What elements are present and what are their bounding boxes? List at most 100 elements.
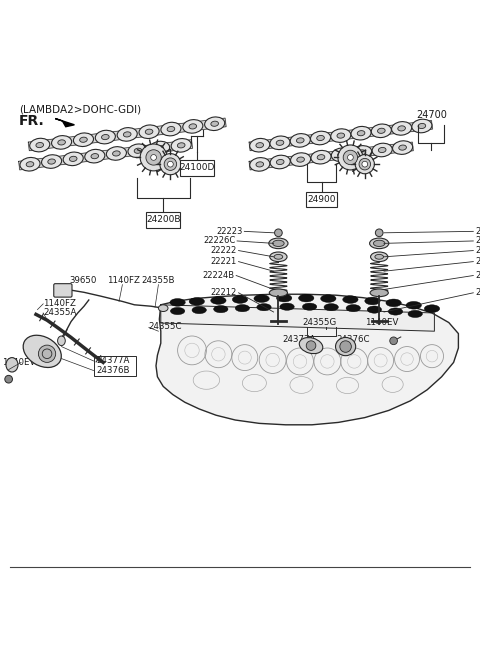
Ellipse shape — [20, 157, 40, 171]
Ellipse shape — [276, 140, 284, 145]
Text: 24200B: 24200B — [146, 215, 180, 224]
Ellipse shape — [257, 304, 271, 310]
Ellipse shape — [254, 295, 269, 302]
Text: 24376B: 24376B — [96, 366, 130, 375]
Ellipse shape — [117, 128, 137, 141]
Ellipse shape — [418, 124, 426, 128]
Ellipse shape — [317, 136, 324, 140]
Ellipse shape — [276, 294, 292, 302]
Text: 24377A: 24377A — [96, 356, 130, 366]
Ellipse shape — [178, 142, 185, 148]
Text: 22224B: 22224B — [475, 271, 480, 280]
Text: 24355C: 24355C — [149, 322, 182, 331]
Ellipse shape — [372, 143, 392, 157]
Ellipse shape — [377, 128, 385, 133]
Ellipse shape — [274, 255, 283, 259]
Polygon shape — [249, 142, 413, 170]
Ellipse shape — [101, 134, 109, 140]
Ellipse shape — [331, 148, 351, 161]
Ellipse shape — [352, 146, 372, 159]
Text: 22223: 22223 — [475, 227, 480, 236]
Ellipse shape — [211, 296, 226, 304]
Text: 39650: 39650 — [70, 276, 97, 285]
Text: 24376C: 24376C — [336, 335, 370, 344]
Ellipse shape — [23, 335, 61, 368]
Ellipse shape — [270, 252, 287, 261]
Circle shape — [338, 145, 363, 170]
Ellipse shape — [42, 155, 61, 168]
Ellipse shape — [58, 336, 65, 345]
Ellipse shape — [171, 138, 191, 152]
Circle shape — [151, 155, 156, 161]
Circle shape — [343, 151, 358, 165]
Text: 24355G: 24355G — [302, 319, 336, 327]
Polygon shape — [249, 120, 432, 151]
Text: 24700: 24700 — [416, 110, 447, 120]
Circle shape — [168, 161, 173, 167]
Ellipse shape — [273, 241, 284, 247]
Bar — [146, 212, 180, 228]
Ellipse shape — [170, 298, 185, 306]
Ellipse shape — [372, 124, 391, 138]
Circle shape — [140, 144, 167, 171]
Text: 22226C: 22226C — [475, 237, 480, 245]
Ellipse shape — [189, 124, 197, 129]
Ellipse shape — [302, 303, 317, 310]
Ellipse shape — [398, 126, 406, 131]
Ellipse shape — [270, 155, 290, 169]
Text: 24355B: 24355B — [142, 276, 175, 285]
Ellipse shape — [297, 138, 304, 143]
Ellipse shape — [424, 305, 440, 312]
Ellipse shape — [107, 146, 126, 160]
Text: 24100D: 24100D — [179, 163, 215, 173]
Ellipse shape — [232, 296, 248, 303]
Polygon shape — [161, 305, 434, 331]
Ellipse shape — [343, 296, 358, 303]
Ellipse shape — [388, 308, 403, 315]
Circle shape — [375, 229, 383, 237]
Ellipse shape — [370, 238, 389, 249]
Text: 24355A: 24355A — [43, 308, 77, 317]
Polygon shape — [28, 118, 226, 151]
Ellipse shape — [373, 241, 385, 247]
Ellipse shape — [123, 132, 131, 137]
Ellipse shape — [399, 145, 407, 150]
Circle shape — [38, 345, 56, 362]
Circle shape — [340, 341, 351, 352]
Text: 22222: 22222 — [475, 246, 480, 255]
Ellipse shape — [214, 306, 228, 312]
Ellipse shape — [393, 141, 413, 155]
Text: 22212: 22212 — [210, 288, 237, 297]
Ellipse shape — [324, 304, 338, 310]
Ellipse shape — [235, 304, 250, 312]
Ellipse shape — [256, 162, 264, 167]
Ellipse shape — [26, 162, 34, 167]
Ellipse shape — [365, 297, 380, 305]
Ellipse shape — [371, 252, 388, 261]
Ellipse shape — [280, 303, 294, 310]
Ellipse shape — [80, 137, 87, 142]
Ellipse shape — [311, 151, 331, 164]
Ellipse shape — [156, 145, 163, 151]
Ellipse shape — [317, 155, 325, 160]
Circle shape — [306, 341, 316, 350]
Ellipse shape — [412, 119, 432, 133]
Ellipse shape — [96, 130, 115, 144]
Circle shape — [42, 349, 52, 359]
Ellipse shape — [270, 136, 290, 150]
Circle shape — [348, 155, 353, 161]
Polygon shape — [19, 140, 192, 170]
Ellipse shape — [158, 305, 168, 312]
Text: 22223: 22223 — [216, 227, 242, 236]
Ellipse shape — [351, 126, 371, 140]
Ellipse shape — [378, 147, 386, 153]
Ellipse shape — [73, 133, 94, 146]
Text: 22221: 22221 — [210, 257, 237, 266]
Ellipse shape — [58, 140, 65, 145]
Ellipse shape — [370, 289, 388, 296]
Ellipse shape — [290, 153, 311, 167]
Text: 1140EV: 1140EV — [365, 319, 398, 327]
Ellipse shape — [204, 117, 225, 130]
Ellipse shape — [48, 159, 55, 164]
Ellipse shape — [189, 298, 204, 305]
